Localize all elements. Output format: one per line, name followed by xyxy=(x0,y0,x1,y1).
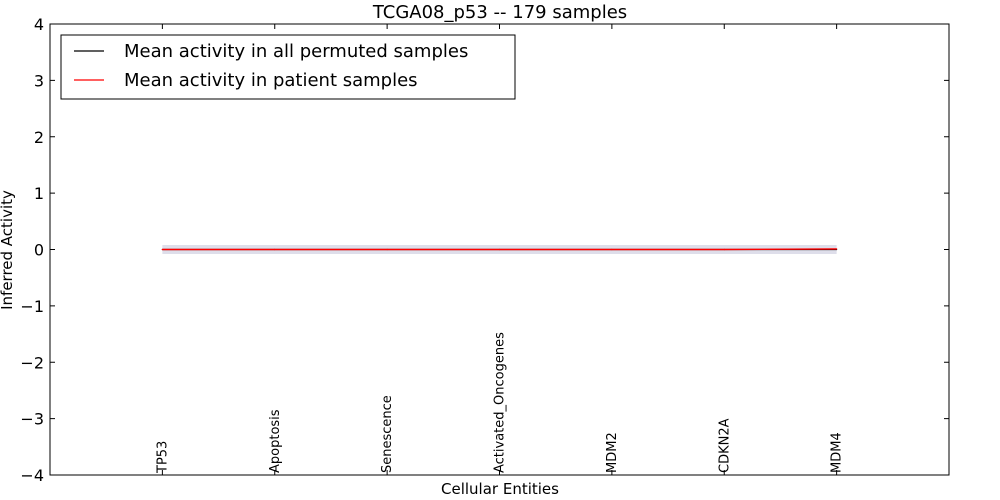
series-1-point xyxy=(274,248,276,251)
y-tick-label: 2 xyxy=(34,128,44,147)
x-tick-label: CDKN2A xyxy=(717,418,732,473)
y-tick-label: 3 xyxy=(34,71,44,90)
axes-frame xyxy=(49,23,950,476)
y-tick-label: −4 xyxy=(20,466,44,485)
y-axis-label: Inferred Activity xyxy=(0,190,16,310)
x-tick-label: Activated_Oncogenes xyxy=(493,332,508,473)
y-tick-label: −3 xyxy=(20,410,44,429)
series-1-point xyxy=(498,248,501,251)
series-1-point xyxy=(611,248,613,251)
y-tick-label: −2 xyxy=(20,353,44,372)
legend: Mean activity in all permuted samples Me… xyxy=(60,34,516,100)
series-1-point xyxy=(836,248,838,250)
legend-label-patient: Mean activity in patient samples xyxy=(124,70,418,91)
y-tick-label: 0 xyxy=(34,241,44,260)
legend-label-permuted: Mean activity in all permuted samples xyxy=(124,41,468,62)
x-axis-label: Cellular Entities xyxy=(441,480,559,498)
x-tick-label: Senescence xyxy=(380,395,395,473)
y-tick-label: −1 xyxy=(20,297,44,316)
y-tick-label: 1 xyxy=(34,184,44,203)
legend-box xyxy=(60,34,516,100)
series-1-point xyxy=(161,248,163,251)
y-tick-label: 4 xyxy=(34,15,44,34)
series-1-point xyxy=(723,248,725,251)
series-1-point xyxy=(386,248,388,251)
x-tick-label: MDM2 xyxy=(605,432,620,473)
x-tick-label: TP53 xyxy=(155,441,170,474)
chart-title: TCGA08_p53 -- 179 samples xyxy=(372,2,627,23)
x-tick-label: MDM4 xyxy=(830,432,845,473)
plot-area: 4 3 2 1 0 −1 −2 −3 −4 TP53 Apoptosis Senescence Acti… xyxy=(20,15,949,485)
x-tick-label: Apoptosis xyxy=(268,409,283,473)
